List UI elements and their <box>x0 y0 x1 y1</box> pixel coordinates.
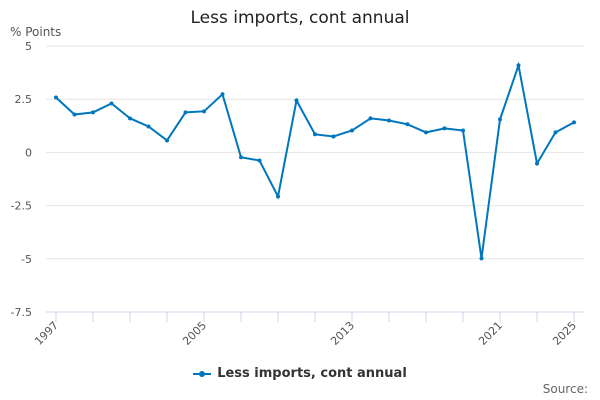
data-point <box>516 63 521 68</box>
data-point <box>294 98 299 103</box>
data-point <box>405 122 410 127</box>
chart-title: Less imports, cont annual <box>190 8 410 28</box>
data-point <box>239 155 243 160</box>
x-tick-label: 1997 <box>32 319 61 348</box>
x-tick-label: 2021 <box>476 319 505 348</box>
data-point <box>202 109 206 114</box>
x-tick-label: 2013 <box>328 319 357 348</box>
data-point <box>220 92 225 97</box>
data-point <box>128 116 132 121</box>
data-point <box>442 126 447 131</box>
series-line <box>55 61 575 259</box>
data-point <box>183 110 188 115</box>
data-point <box>146 124 151 129</box>
data-point <box>350 128 354 133</box>
data-point <box>368 116 373 121</box>
y-tick-label: 2.5 <box>15 93 33 106</box>
data-point <box>109 101 114 106</box>
legend-swatch <box>193 370 212 377</box>
data-point <box>165 138 169 143</box>
data-point <box>553 130 558 135</box>
y-axis-label: % Points <box>10 25 61 39</box>
y-tick-label: 0 <box>25 146 32 159</box>
source-label: Source: <box>542 382 588 396</box>
data-point <box>276 194 280 199</box>
data-point <box>313 132 317 137</box>
x-tick-label: 2005 <box>180 319 209 348</box>
data-point <box>91 110 95 115</box>
y-tick-label: -2.5 <box>11 200 32 213</box>
data-point <box>331 134 336 139</box>
data-point <box>461 128 465 133</box>
y-tick-label: -5 <box>21 253 32 266</box>
data-point <box>424 130 428 135</box>
data-point <box>54 95 58 100</box>
legend-label: Less imports, cont annual <box>217 366 407 381</box>
data-point <box>572 120 576 125</box>
data-point <box>479 256 484 261</box>
legend-item[interactable]: Less imports, cont annual <box>0 366 600 381</box>
x-tick-label: 2025 <box>550 319 579 348</box>
y-tick-label: 5 <box>25 40 32 53</box>
data-point <box>387 118 391 123</box>
data-point <box>72 112 77 117</box>
y-tick-label: -7.5 <box>11 306 32 319</box>
data-point <box>498 117 502 122</box>
data-point <box>257 158 262 163</box>
data-point <box>535 161 539 166</box>
